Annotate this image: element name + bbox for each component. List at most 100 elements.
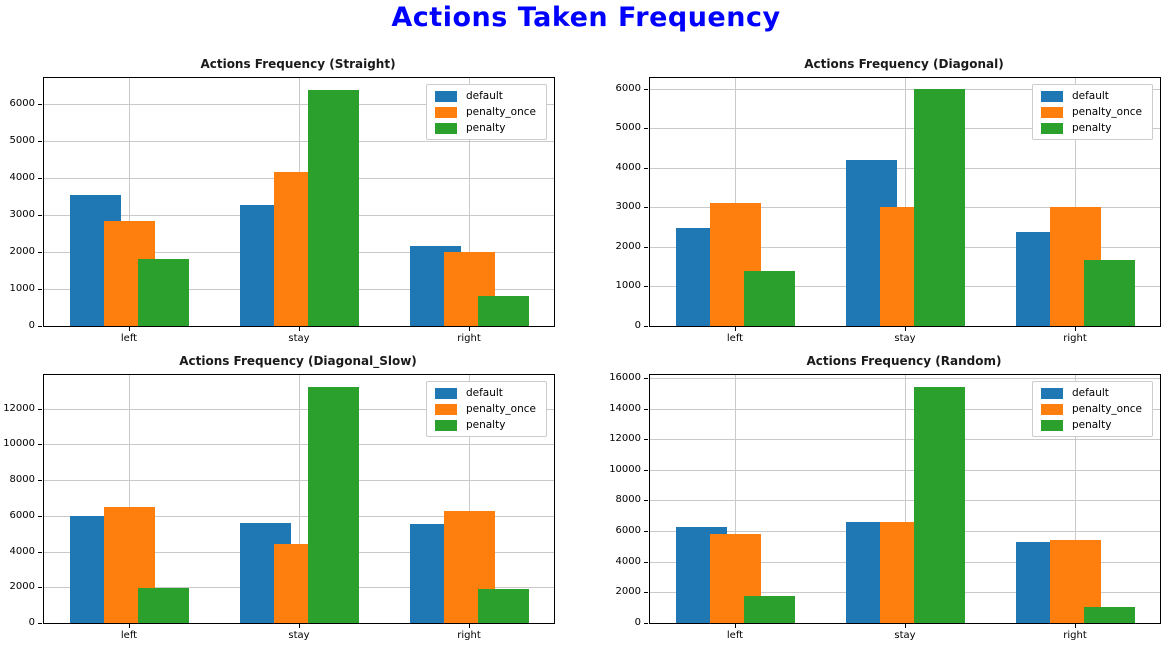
y-tick-mark	[38, 444, 42, 445]
y-tick-label: 8000	[9, 474, 35, 485]
bar-penalty-right	[478, 589, 529, 623]
y-tick-label: 0	[28, 320, 35, 331]
legend-label: penalty_once	[465, 106, 536, 118]
gridline-horizontal	[650, 168, 1160, 169]
y-tick-label: 8000	[615, 494, 641, 505]
x-tick-mark	[129, 327, 130, 331]
y-tick-label: 12000	[3, 403, 35, 414]
legend-entry-penalty: penalty	[1040, 419, 1142, 431]
x-tick-label: right	[1063, 630, 1087, 641]
gridline-vertical	[1075, 78, 1076, 326]
legend-label: default	[465, 90, 503, 102]
plot-area-diagonal: 0 1000 2000 3000 4000 5000 6000 left stay right de…	[616, 77, 1161, 344]
gridline-vertical	[469, 78, 470, 326]
legend-entry-default: default	[434, 90, 536, 102]
chart-title-straight: Actions Frequency (Straight)	[200, 57, 396, 71]
gridline-vertical	[299, 375, 300, 623]
x-tick-mark	[469, 327, 470, 331]
x-tick-mark	[735, 624, 736, 628]
y-tick-mark	[644, 286, 648, 287]
x-tick-label: right	[1063, 333, 1087, 344]
y-tick-mark	[644, 470, 648, 471]
y-tick-label: 5000	[9, 135, 35, 146]
y-tick-mark	[644, 247, 648, 248]
y-tick-mark	[38, 326, 42, 327]
legend-swatch-default	[1040, 90, 1063, 102]
legend-entry-default: default	[1040, 387, 1142, 399]
bar-penalty-right	[1084, 607, 1135, 623]
y-tick-label: 4000	[9, 546, 35, 557]
y-tick-mark	[38, 409, 42, 410]
legend-entry-penalty: penalty	[1040, 122, 1142, 134]
legend-entry-penalty_once: penalty_once	[434, 403, 536, 415]
legend: default penalty_once penalty	[1031, 381, 1153, 437]
y-tick-label: 6000	[615, 83, 641, 94]
legend-entry-penalty: penalty	[434, 419, 536, 431]
x-tick-mark	[905, 327, 906, 331]
y-tick-label: 10000	[609, 464, 641, 475]
x-tick-mark	[735, 327, 736, 331]
y-tick-mark	[38, 516, 42, 517]
bar-penalty-right	[1084, 260, 1135, 326]
y-tick-mark	[644, 500, 648, 501]
y-tick-mark	[644, 623, 648, 624]
legend-swatch-penalty	[434, 419, 457, 431]
gridline-horizontal	[44, 409, 554, 410]
legend-swatch-penalty_once	[434, 403, 457, 415]
gridline-horizontal	[650, 409, 1160, 410]
y-tick-label: 1000	[615, 280, 641, 291]
y-tick-mark	[644, 168, 648, 169]
legend-label: penalty	[1071, 122, 1112, 134]
gridline-vertical	[735, 375, 736, 623]
y-tick-mark	[644, 439, 648, 440]
x-tick-label: stay	[894, 333, 916, 344]
gridline-horizontal	[44, 444, 554, 445]
y-tick-mark	[38, 215, 42, 216]
chart-title-random: Actions Frequency (Random)	[806, 354, 1002, 368]
y-tick-label: 10000	[3, 438, 35, 449]
y-tick-label: 4000	[615, 556, 641, 567]
legend: default penalty_once penalty	[425, 84, 547, 140]
legend-entry-penalty_once: penalty_once	[434, 106, 536, 118]
y-tick-mark	[644, 562, 648, 563]
legend-label: default	[465, 387, 503, 399]
legend-entry-default: default	[1040, 90, 1142, 102]
y-tick-label: 6000	[615, 525, 641, 536]
chart-title-diagonal-slow: Actions Frequency (Diagonal_Slow)	[179, 354, 417, 368]
gridline-horizontal	[44, 104, 554, 105]
bar-penalty-left	[744, 596, 795, 623]
bar-penalty-stay	[308, 90, 359, 326]
y-tick-label: 3000	[615, 201, 641, 212]
gridline-vertical	[469, 375, 470, 623]
y-tick-label: 0	[28, 617, 35, 628]
legend-swatch-penalty_once	[1040, 403, 1063, 415]
legend-entry-penalty_once: penalty_once	[1040, 106, 1142, 118]
legend-swatch-default	[434, 90, 457, 102]
chart-title-diagonal: Actions Frequency (Diagonal)	[804, 57, 1004, 71]
y-tick-mark	[38, 480, 42, 481]
y-tick-mark	[38, 141, 42, 142]
x-tick-mark	[1075, 624, 1076, 628]
y-tick-label: 3000	[9, 209, 35, 220]
legend-swatch-penalty_once	[434, 106, 457, 118]
bar-penalty-left	[744, 271, 795, 326]
y-tick-label: 2000	[9, 581, 35, 592]
x-tick-label: left	[120, 333, 138, 344]
x-tick-label: left	[726, 333, 744, 344]
bar-penalty-left	[138, 588, 189, 623]
y-tick-mark	[38, 587, 42, 588]
y-tick-mark	[644, 378, 648, 379]
bar-penalty-stay	[914, 89, 965, 326]
bar-penalty-stay	[308, 387, 359, 623]
x-tick-label: stay	[894, 630, 916, 641]
y-tick-mark	[644, 207, 648, 208]
x-tick-mark	[299, 624, 300, 628]
legend-label: default	[1071, 387, 1109, 399]
y-tick-mark	[644, 89, 648, 90]
y-tick-label: 6000	[9, 98, 35, 109]
gridline-horizontal	[44, 516, 554, 517]
y-tick-mark	[38, 252, 42, 253]
legend-label: default	[1071, 90, 1109, 102]
